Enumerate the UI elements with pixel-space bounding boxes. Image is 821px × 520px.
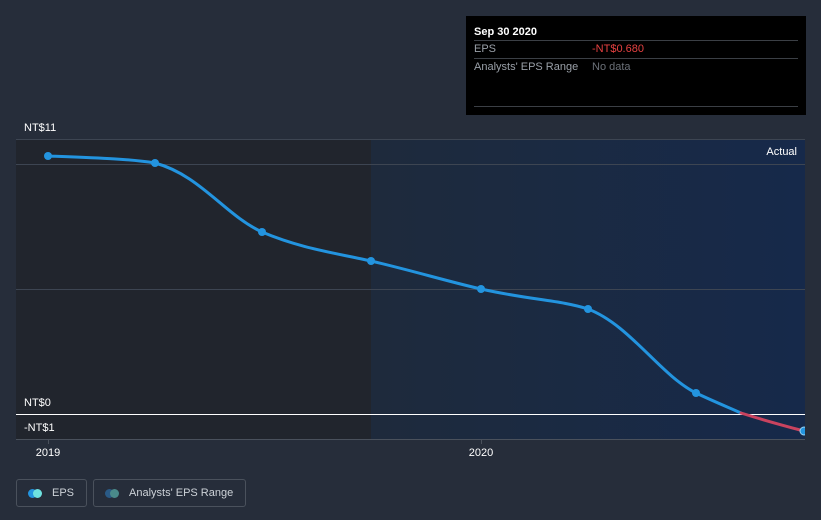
tooltip-row-eps: EPS -NT$0.680 (474, 41, 798, 59)
data-point[interactable] (258, 228, 266, 236)
data-point[interactable] (477, 285, 485, 293)
eps-line (46, 154, 743, 415)
y-label-neg: -NT$1 (24, 422, 55, 434)
legend-range-icon (105, 488, 120, 498)
legend-label: Analysts' EPS Range (129, 487, 234, 499)
legend: EPS Analysts' EPS Range (16, 479, 247, 507)
tooltip-date: Sep 30 2020 (474, 24, 798, 41)
legend-eps-icon (28, 488, 42, 498)
data-point[interactable] (44, 152, 52, 160)
tooltip-divider (474, 106, 798, 107)
legend-label: EPS (52, 487, 75, 499)
tooltip-value: -NT$0.680 (592, 43, 644, 55)
y-label-zero: NT$0 (24, 397, 51, 409)
legend-item-eps[interactable]: EPS (16, 479, 88, 507)
tooltip: Sep 30 2020 EPS -NT$0.680 Analysts' EPS … (466, 16, 806, 115)
tooltip-key: EPS (474, 43, 497, 55)
tooltip-row-range: Analysts' EPS Range No data (474, 59, 798, 76)
legend-item-analysts-range[interactable]: Analysts' EPS Range (93, 479, 247, 507)
y-label-top: NT$11 (24, 122, 56, 134)
data-point[interactable] (151, 159, 159, 167)
tooltip-value: No data (592, 61, 631, 73)
tooltip-key: Analysts' EPS Range (474, 61, 579, 73)
data-point[interactable] (584, 305, 592, 313)
x-label-2020: 2020 (469, 447, 493, 459)
data-point[interactable] (367, 257, 375, 265)
x-label-2019: 2019 (36, 447, 60, 459)
data-point[interactable] (692, 389, 700, 397)
actual-label: Actual (766, 146, 797, 158)
eps-line-negative (739, 411, 806, 433)
right-mask (805, 120, 821, 450)
